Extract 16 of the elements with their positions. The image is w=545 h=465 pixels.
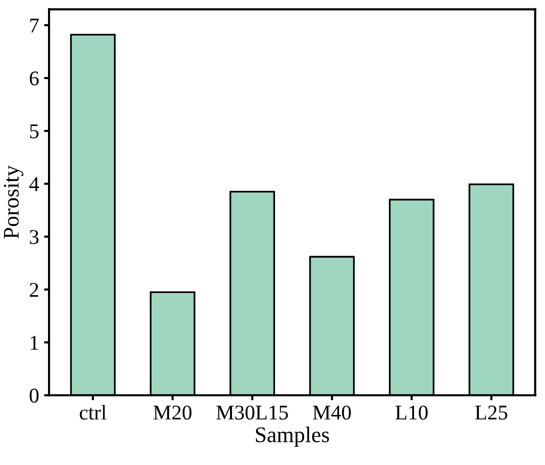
y-axis-title: Porosity bbox=[4, 165, 24, 239]
y-tick-label: 7 bbox=[30, 18, 39, 32]
y-tick-label: 5 bbox=[30, 124, 39, 138]
x-tick-label: M20 bbox=[153, 406, 192, 420]
y-tick-label: 2 bbox=[30, 282, 38, 297]
x-tick-label: ctrl bbox=[80, 404, 106, 420]
x-tick-label: L25 bbox=[475, 406, 508, 420]
x-tick-label: M40 bbox=[312, 406, 351, 420]
y-tick-label: 1 bbox=[30, 336, 38, 350]
x-tick-label: L10 bbox=[395, 406, 428, 420]
y-tick-label: 6 bbox=[30, 71, 39, 86]
x-tick-label: M30L15 bbox=[216, 406, 288, 420]
y-tick-label: 4 bbox=[29, 177, 39, 191]
x-axis-title: Samples bbox=[256, 426, 329, 447]
y-tick-label: 3 bbox=[30, 230, 39, 244]
y-tick-label: 0 bbox=[30, 388, 39, 403]
